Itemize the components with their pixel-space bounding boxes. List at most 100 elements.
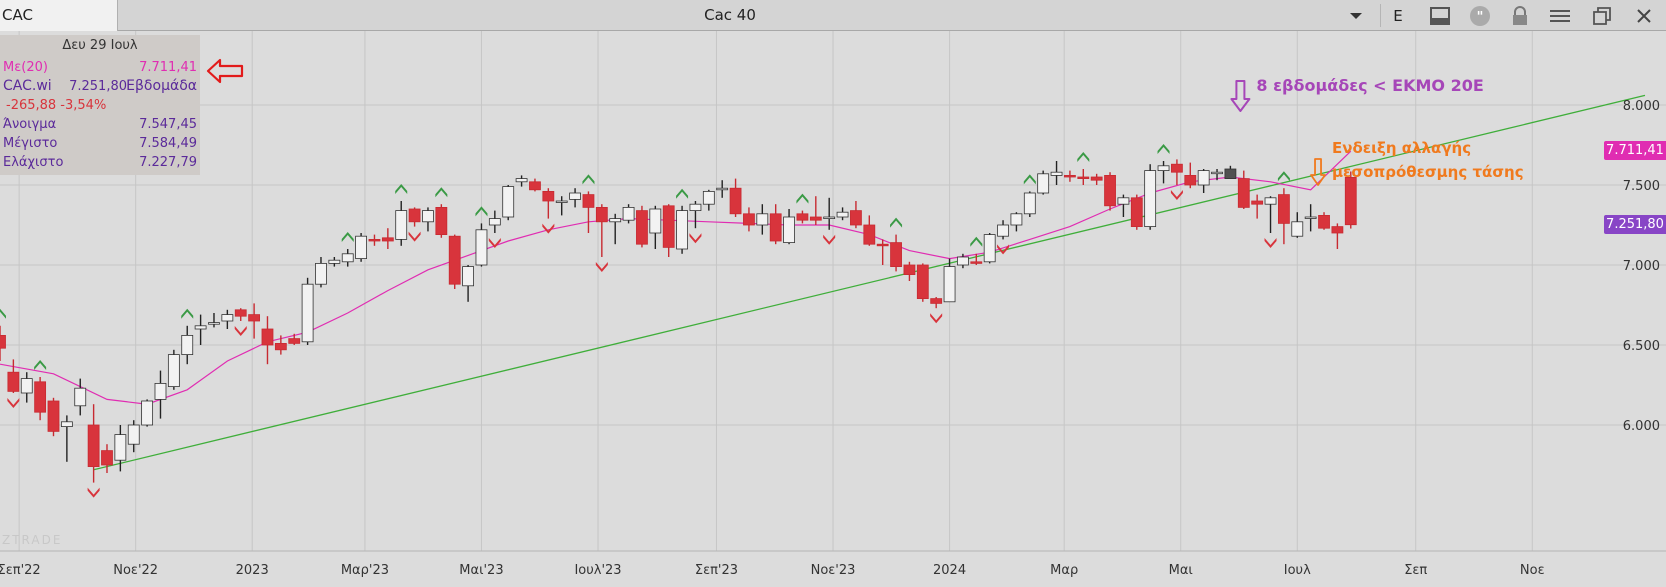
candle [422, 207, 434, 232]
layout-button[interactable] [1422, 0, 1458, 31]
info-high-value: 7.584,49 [139, 136, 197, 151]
candle-body [141, 400, 154, 426]
info-ma-row: Με(20) 7.711,41 [3, 58, 197, 77]
candle [1237, 170, 1250, 209]
candle-body [756, 213, 769, 226]
y-tick-label: 7.000 [1623, 259, 1660, 274]
candle-body [1050, 171, 1063, 176]
candle [903, 261, 916, 281]
candle-body [435, 206, 448, 235]
candle [435, 204, 448, 238]
candle-body [876, 243, 889, 247]
candle-body [1171, 163, 1183, 173]
candle [783, 209, 795, 245]
candle [582, 191, 595, 233]
candle-body [234, 309, 247, 317]
candle-body [315, 262, 327, 285]
buy-signal-arrow [1277, 171, 1290, 182]
info-date: Δευ 29 Ιουλ [62, 38, 138, 53]
candle-body [555, 200, 568, 203]
candle-body [1278, 194, 1290, 224]
lock-button[interactable] [1502, 0, 1538, 31]
x-tick-label: Ιουλ [1284, 563, 1311, 578]
restore-button[interactable] [1584, 0, 1620, 31]
sell-signal-arrow [689, 233, 702, 244]
exchange-button[interactable]: E [1380, 0, 1416, 31]
info-high-label: Μέγιστο [3, 136, 58, 151]
symbol-input[interactable]: CAC [0, 0, 118, 31]
candle [983, 233, 996, 264]
candle [208, 313, 220, 328]
candle-body [997, 224, 1009, 237]
candle [916, 263, 929, 302]
candle-body [422, 210, 434, 223]
candle-body [0, 334, 6, 349]
info-change: -265,88 -3,54% [6, 98, 107, 113]
candle [1144, 164, 1157, 230]
menu-button[interactable] [1542, 0, 1578, 31]
candle-body [622, 206, 635, 221]
info-high-row: Μέγιστο 7.584,49 [3, 134, 197, 153]
candle [1090, 173, 1103, 185]
info-low-label: Ελάχιστο [3, 155, 64, 170]
candle-body [983, 234, 996, 263]
candle-body [1130, 197, 1143, 228]
info-low-value: 7.227,79 [139, 155, 197, 170]
candle-body [1037, 173, 1050, 194]
candle-body [569, 192, 581, 200]
dropdown-button[interactable] [1338, 0, 1374, 31]
candle-body [1117, 197, 1130, 205]
candle [488, 210, 501, 233]
candle [248, 303, 261, 339]
x-tick-label: Μαι'23 [459, 563, 503, 578]
candle-body [689, 203, 702, 211]
buy-signal-arrow [395, 184, 408, 194]
candle-body [355, 235, 367, 259]
support-trendline [93, 94, 1646, 471]
info-open-label: Άνοιγμα [3, 117, 57, 132]
chevron-down-icon [1350, 12, 1362, 19]
comments-button[interactable]: " [1462, 0, 1498, 31]
candle [943, 258, 956, 303]
candle [863, 215, 876, 246]
buy-signal-arrow [890, 217, 903, 228]
sell-signal-arrow [1170, 190, 1183, 200]
close-button[interactable] [1626, 0, 1662, 31]
candle-body [47, 400, 60, 432]
price-chart[interactable]: Σεπ'22 Νοε'22 2023 Μαρ'23 Μαι'23 Ιουλ'23 Σεπ'2… [0, 31, 1666, 583]
candle [890, 234, 902, 272]
candle [475, 223, 488, 267]
candle-body [1144, 170, 1157, 228]
annotation-arrow-down [1310, 158, 1326, 186]
candle [368, 234, 381, 246]
sell-signal-arrow [234, 326, 247, 336]
exchange-label: E [1393, 6, 1403, 25]
candle-body [1331, 226, 1344, 234]
candle [1251, 194, 1264, 219]
candle-body [181, 334, 194, 355]
candle [676, 205, 688, 254]
candle-body [836, 211, 849, 218]
candle [1010, 212, 1023, 232]
candle-body [1318, 214, 1330, 229]
candle [569, 188, 581, 208]
sell-signal-arrow [542, 223, 555, 234]
buy-signal-arrow [1157, 144, 1170, 154]
buy-signal-arrow [1077, 152, 1090, 162]
candle [809, 196, 822, 225]
candle-body [662, 205, 675, 248]
buy-signal-arrow [34, 360, 47, 370]
candle-body [649, 208, 662, 234]
x-tick-label: Ιουλ'23 [574, 563, 621, 578]
annotations-layer: 8 εβδομάδες < ΕΚΜΟ 20Ε Ενδειξη αλλαγής μεσ… [1230, 76, 1524, 186]
x-tick-label: Μαρ [1050, 563, 1078, 578]
chart-area[interactable]: Σεπ'22 Νοε'22 2023 Μαρ'23 Μαι'23 Ιουλ'23 Σεπ'2… [0, 31, 1666, 583]
close-icon [1637, 8, 1651, 23]
candle-body [87, 424, 100, 467]
annotation-ma-weeks: 8 εβδομάδες < ΕΚΜΟ 20Ε [1256, 76, 1483, 95]
candle-body [903, 264, 916, 275]
buy-signal-arrow [970, 236, 983, 247]
candle [462, 265, 474, 302]
candle-body [194, 325, 207, 330]
candle [823, 197, 836, 230]
